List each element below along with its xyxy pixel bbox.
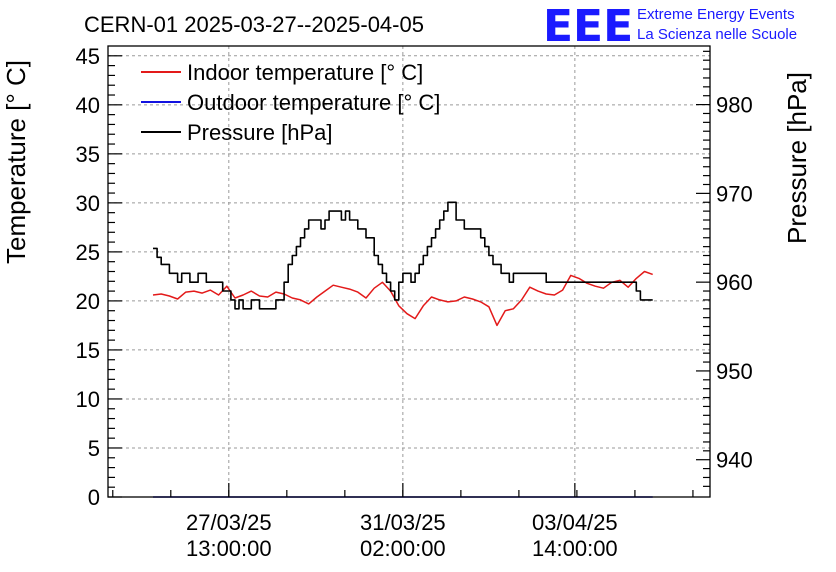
brand-line-1: Extreme Energy Events [637, 6, 795, 23]
legend-label: Indoor temperature [° C] [187, 60, 423, 85]
legend-label: Pressure [hPa] [187, 120, 333, 145]
y-left-tick-label: 10 [76, 387, 100, 412]
series-indoor-temperature-c-line [152, 270, 653, 327]
series-pressure-hpa-line [153, 201, 653, 310]
x-tick-label-date: 31/03/25 [360, 510, 446, 535]
chart-title: CERN-01 2025-03-27--2025-04-05 [84, 12, 424, 37]
y-left-tick-label: 40 [76, 93, 100, 118]
y-left-axis-title: Temperature [° C] [1, 60, 31, 264]
brand-line-2: La Scienza nelle Scuole [637, 26, 797, 43]
eee-logo: EEE [543, 1, 633, 52]
x-tick-label-time: 14:00:00 [532, 536, 618, 561]
legend-label: Outdoor temperature [° C] [187, 90, 440, 115]
y-left-tick-label: 25 [76, 240, 100, 265]
axes: 0 5 10 15 20 25 30 35 40 45 940 950 960 970 980 27/03/2… [76, 44, 753, 561]
y-left-tick-label: 0 [88, 485, 100, 510]
y-left-tick-label: 35 [76, 142, 100, 167]
y-right-tick-label: 970 [716, 181, 753, 206]
y-left-tick-label: 45 [76, 44, 100, 69]
y-right-axis-title: Pressure [hPa] [782, 72, 812, 244]
y-left-tick-label: 15 [76, 338, 100, 363]
y-right-tick-label: 980 [716, 93, 753, 118]
y-right-tick-label: 960 [716, 270, 753, 295]
y-right-tick-label: 950 [716, 359, 753, 384]
grid [108, 46, 710, 497]
y-right-tick-label: 940 [716, 448, 753, 473]
x-tick-label-date: 27/03/25 [186, 510, 272, 535]
y-left-tick-label: 20 [76, 289, 100, 314]
x-tick-label-date: 03/04/25 [532, 510, 618, 535]
x-tick-label-time: 02:00:00 [360, 536, 446, 561]
x-tick-label-time: 13:00:00 [186, 536, 272, 561]
y-left-tick-label: 5 [88, 436, 100, 461]
legend: Indoor temperature [° C] Outdoor temperat… [141, 60, 440, 145]
y-left-tick-label: 30 [76, 191, 100, 216]
